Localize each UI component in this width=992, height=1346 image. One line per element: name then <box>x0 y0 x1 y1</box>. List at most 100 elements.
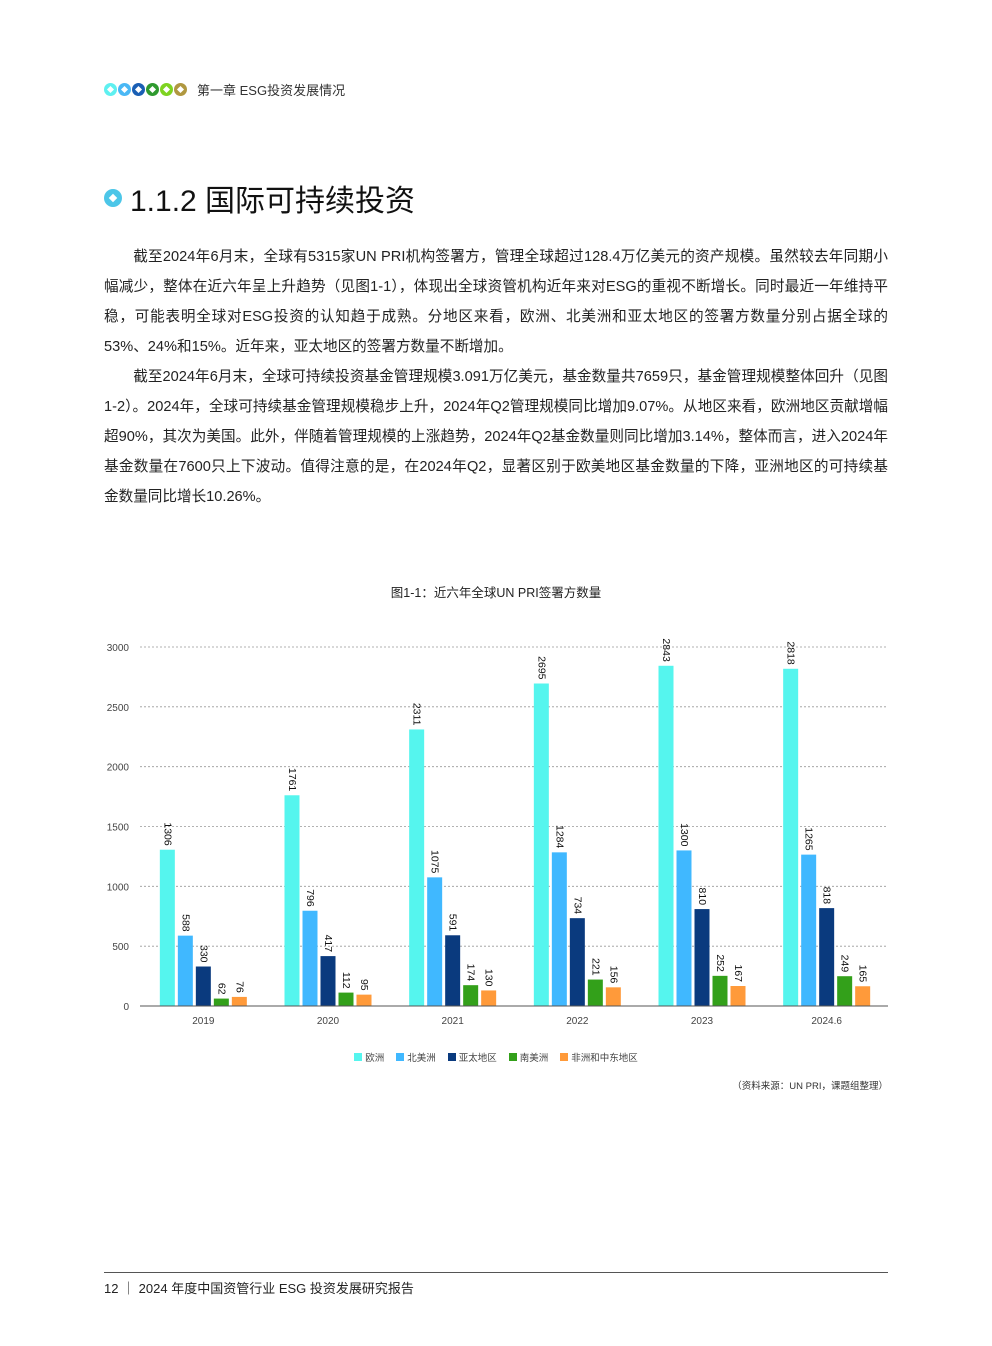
data-label: 1300 <box>678 823 690 847</box>
bar <box>587 979 603 1006</box>
bar <box>356 994 372 1006</box>
bar <box>801 854 817 1006</box>
data-label: 156 <box>607 966 619 984</box>
data-label: 1306 <box>161 822 173 846</box>
bar <box>712 975 728 1006</box>
legend-item: 非洲和中东地区 <box>560 1050 638 1064</box>
data-label: 1265 <box>803 827 815 851</box>
data-label: 95 <box>358 979 370 991</box>
legend-label: 南美洲 <box>519 1053 549 1064</box>
legend-item: 欧洲 <box>354 1050 384 1064</box>
bar <box>533 683 549 1006</box>
bar-chart: 0 500 1000 1500 2000 2500 3000 2019 1306 588 330 62… <box>107 638 888 1027</box>
y-tick-label: 1000 <box>107 882 130 893</box>
legend-swatch <box>508 1053 517 1061</box>
bar <box>320 956 336 1006</box>
data-label: 1284 <box>553 825 565 849</box>
data-label: 76 <box>233 981 245 993</box>
legend-label: 非洲和中东地区 <box>571 1053 638 1064</box>
y-tick-label: 2500 <box>107 703 130 714</box>
x-tick-label: 2020 <box>317 1016 340 1027</box>
data-label: 2311 <box>411 703 423 726</box>
data-label: 1761 <box>286 768 298 792</box>
figure-source: （资料来源：UN PRI，课题组整理） <box>732 1081 888 1092</box>
data-label: 796 <box>304 889 316 907</box>
data-label: 2843 <box>660 638 672 662</box>
bar <box>569 918 585 1006</box>
bar <box>694 909 710 1006</box>
legend-swatch <box>396 1053 405 1061</box>
data-label: 2695 <box>535 656 547 680</box>
data-label: 2818 <box>785 641 797 665</box>
bar <box>427 877 443 1006</box>
legend-item: 南美洲 <box>508 1050 549 1064</box>
bar <box>409 729 425 1006</box>
bar <box>481 990 497 1006</box>
bar <box>159 849 175 1006</box>
bar <box>284 795 300 1006</box>
data-label: 249 <box>839 955 851 973</box>
dot-icon <box>146 83 159 96</box>
legend-item: 亚太地区 <box>447 1050 497 1064</box>
bar <box>445 935 461 1006</box>
chapter-header: 第一章 ESG投资发展情况 <box>104 80 345 99</box>
bar <box>676 850 692 1006</box>
x-tick-label: 2023 <box>691 1016 714 1027</box>
legend-label: 亚太地区 <box>458 1053 497 1064</box>
x-tick-label: 2024.6 <box>811 1016 842 1027</box>
y-tick-label: 2000 <box>107 763 130 774</box>
bar <box>213 998 229 1006</box>
data-label: 167 <box>732 964 744 982</box>
body-text: 截至2024年6月末，全球有5315家UN PRI机构签署方，管理全球超过128… <box>104 242 888 512</box>
legend-swatch <box>560 1053 569 1061</box>
y-tick-label: 3000 <box>107 643 130 654</box>
x-tick-label: 2021 <box>442 1016 465 1027</box>
footer-divider <box>104 1272 888 1273</box>
bar <box>195 966 211 1006</box>
data-label: 417 <box>322 935 334 953</box>
data-label: 252 <box>714 954 726 972</box>
data-label: 734 <box>571 897 583 915</box>
data-label: 810 <box>696 888 708 906</box>
dot-icon <box>118 83 131 96</box>
bar <box>177 935 193 1006</box>
legend-swatch <box>354 1053 363 1061</box>
data-label: 330 <box>197 945 209 963</box>
bar <box>730 986 746 1006</box>
bar <box>819 908 835 1006</box>
legend-label: 欧洲 <box>365 1053 385 1064</box>
dot-icon <box>160 83 173 96</box>
bar <box>302 910 318 1006</box>
bar <box>783 668 799 1006</box>
bar <box>463 985 479 1006</box>
chapter-dots-icon <box>104 83 187 96</box>
legend-swatch <box>447 1053 456 1061</box>
dot-icon <box>104 83 117 96</box>
data-label: 818 <box>821 887 833 905</box>
paragraph: 截至2024年6月末，全球有5315家UN PRI机构签署方，管理全球超过128… <box>104 249 888 355</box>
data-label: 62 <box>215 983 227 995</box>
page-footer: 12 ｜ 2024 年度中国资管行业 ESG 投资发展研究报告 <box>104 1281 414 1296</box>
data-label: 1075 <box>429 850 441 874</box>
y-tick-label: 0 <box>123 1002 129 1013</box>
section-heading: 1.1.2 国际可持续投资 <box>104 176 415 220</box>
figure-title: 图1-1：近六年全球UN PRI签署方数量 <box>390 586 602 600</box>
bar <box>658 665 674 1006</box>
data-label: 591 <box>447 914 459 932</box>
bar <box>231 996 247 1006</box>
data-label: 165 <box>857 965 869 983</box>
chapter-title: 第一章 ESG投资发展情况 <box>197 83 346 98</box>
legend-label: 北美洲 <box>407 1053 436 1064</box>
dot-icon <box>132 83 145 96</box>
chart-legend: 欧洲 北美洲 亚太地区 南美洲 非洲和中东地区 <box>0 1050 992 1064</box>
section-bullet-icon <box>104 189 122 207</box>
bar <box>855 986 871 1006</box>
data-label: 174 <box>465 964 477 982</box>
bar <box>551 852 567 1006</box>
data-label: 588 <box>179 914 191 932</box>
dot-icon <box>174 83 187 96</box>
paragraph: 截至2024年6月末，全球可持续投资基金管理规模3.091万亿美元，基金数量共7… <box>104 369 888 505</box>
bar <box>837 976 853 1006</box>
legend-item: 北美洲 <box>396 1050 436 1064</box>
data-label: 112 <box>340 972 352 989</box>
